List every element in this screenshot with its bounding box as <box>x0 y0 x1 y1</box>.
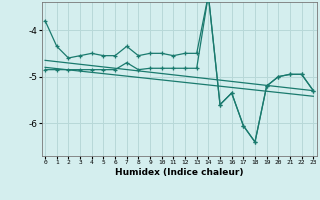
X-axis label: Humidex (Indice chaleur): Humidex (Indice chaleur) <box>115 168 244 177</box>
